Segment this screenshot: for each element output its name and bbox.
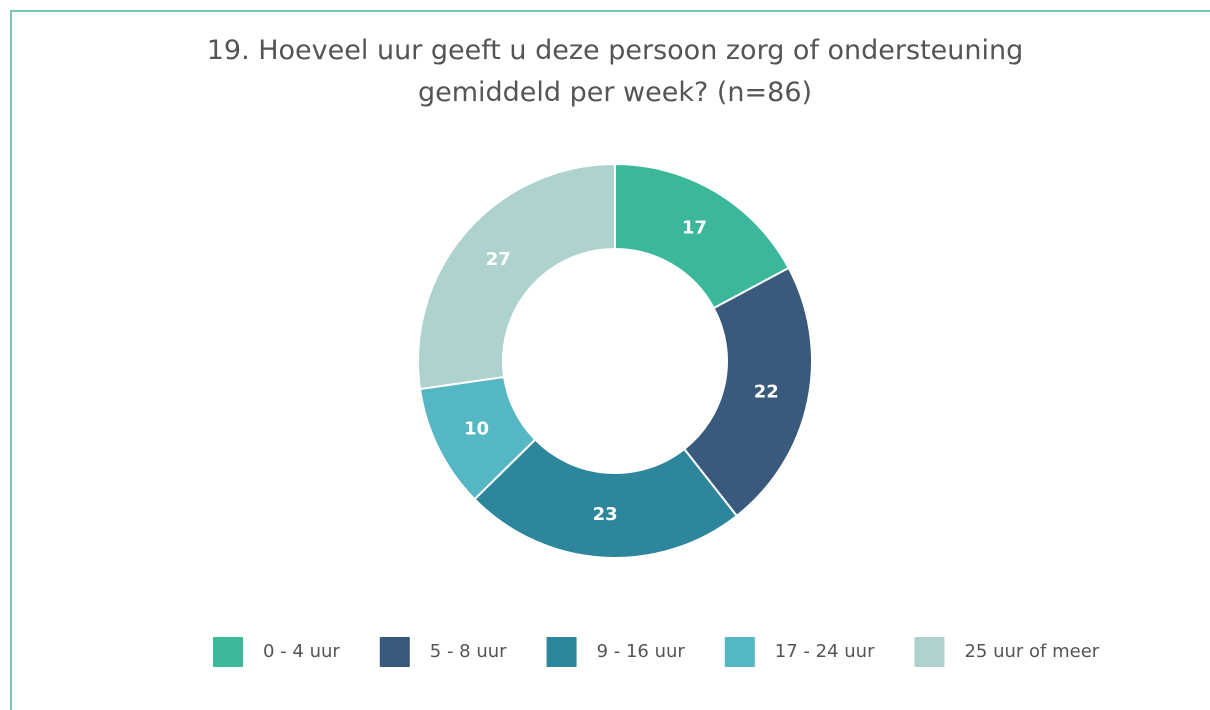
legend-label: 17 - 24 uur [775,641,875,662]
donut-slice [473,438,739,559]
data-label: 10 [464,419,489,440]
legend-label: 0 - 4 uur [263,641,340,662]
legend-label: 5 - 8 uur [430,641,507,662]
legend-swatch [724,637,755,667]
legend-swatch [914,637,945,667]
data-label: 17 [682,217,707,238]
data-label: 23 [593,504,618,525]
chart-title: 19. Hoeveel uur geeft u deze persoon zor… [206,35,1024,108]
legend-label: 9 - 16 uur [597,641,686,662]
legend-swatch [213,637,243,667]
legend-label: 25 uur of meer [964,641,1099,662]
donut-slice [417,162,616,391]
page: {"chart_data": {"type": "donut", "title"… [10,10,1210,710]
donut-slice [682,266,813,518]
chart: 17 22 23 10 27 0 - 4 uur 5 - 8 uur 9 - 16 uur 17… [213,162,1100,667]
donut-slice [614,162,791,310]
legend-swatch [379,637,410,667]
data-label: 27 [486,249,511,270]
frame [10,10,1210,710]
data-label: 22 [754,382,779,403]
legend-swatch [546,637,577,667]
